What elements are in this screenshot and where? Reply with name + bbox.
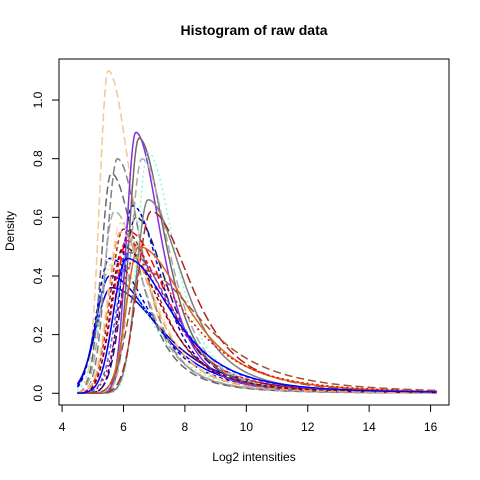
y-tick-label: 0.6	[31, 209, 45, 226]
y-tick-label: 0.0	[31, 385, 45, 402]
density-curve-10	[77, 228, 437, 394]
density-curve-23	[77, 251, 437, 394]
density-curve-7	[77, 172, 437, 394]
density-curve-4	[76, 257, 437, 394]
x-tick-label: 8	[182, 420, 189, 434]
chart-title: Histogram of raw data	[180, 22, 327, 38]
y-axis: 0.0 0.2 0.4 0.6 0.8 1.0	[31, 91, 60, 402]
x-axis-label: Log2 intensities	[212, 450, 295, 464]
y-tick-label: 0.2	[31, 326, 45, 343]
density-curve-22	[77, 260, 437, 394]
density-curve-27	[77, 257, 437, 394]
x-axis: 4 6 8 10 12 14 16	[59, 404, 438, 434]
x-tick-label: 4	[59, 420, 66, 434]
density-curve-25	[77, 269, 437, 395]
x-tick-label: 12	[301, 420, 315, 434]
y-tick-label: 1.0	[31, 91, 45, 108]
density-curve-2	[76, 275, 437, 394]
series-layer	[76, 69, 437, 395]
x-tick-label: 16	[424, 420, 438, 434]
x-tick-label: 14	[362, 420, 376, 434]
density-curve-16	[77, 137, 437, 395]
x-tick-label: 6	[120, 420, 127, 434]
density-curve-26	[77, 231, 437, 394]
y-tick-label: 0.4	[31, 267, 45, 284]
y-axis-label: Density	[3, 211, 17, 251]
x-tick-label: 10	[240, 420, 254, 434]
density-curve-12	[77, 231, 437, 394]
density-curve-9	[77, 222, 437, 394]
density-curve-15	[77, 131, 437, 395]
y-tick-label: 0.8	[31, 150, 45, 167]
